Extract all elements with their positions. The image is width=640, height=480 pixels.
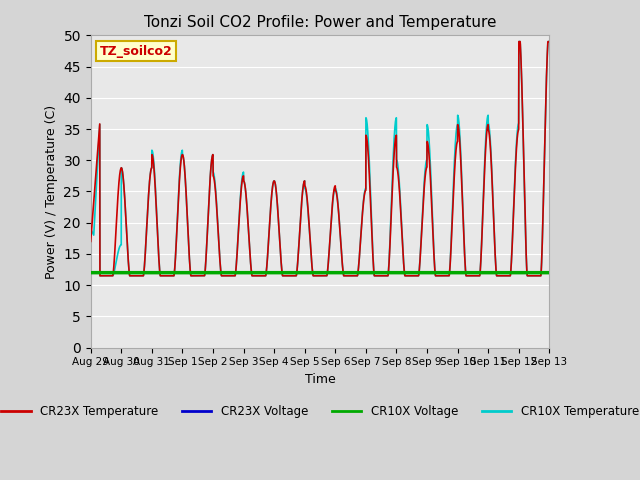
X-axis label: Time: Time <box>305 373 335 386</box>
Title: Tonzi Soil CO2 Profile: Power and Temperature: Tonzi Soil CO2 Profile: Power and Temper… <box>144 15 496 30</box>
Legend: CR23X Temperature, CR23X Voltage, CR10X Voltage, CR10X Temperature: CR23X Temperature, CR23X Voltage, CR10X … <box>0 400 640 423</box>
Y-axis label: Power (V) / Temperature (C): Power (V) / Temperature (C) <box>45 105 58 278</box>
Text: TZ_soilco2: TZ_soilco2 <box>100 45 173 58</box>
